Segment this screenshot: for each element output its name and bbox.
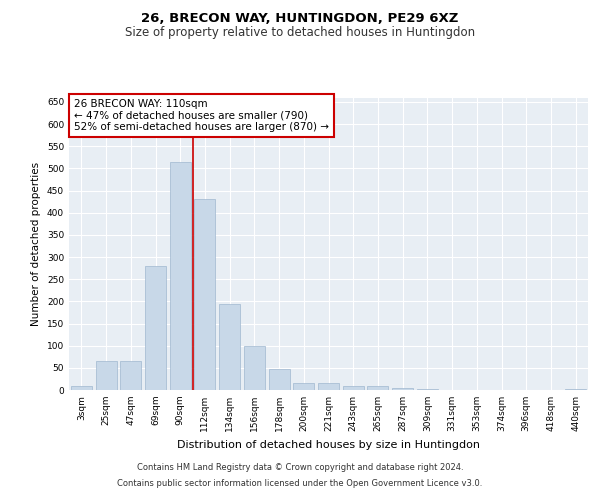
Bar — [343, 386, 364, 390]
Text: 26, BRECON WAY, HUNTINGDON, PE29 6XZ: 26, BRECON WAY, HUNTINGDON, PE29 6XZ — [142, 12, 458, 26]
Bar — [194, 200, 215, 390]
Bar — [417, 389, 438, 390]
Y-axis label: Number of detached properties: Number of detached properties — [31, 162, 41, 326]
Bar — [392, 388, 413, 390]
Bar — [318, 384, 339, 390]
Bar — [170, 162, 191, 390]
Text: Contains HM Land Registry data © Crown copyright and database right 2024.: Contains HM Land Registry data © Crown c… — [137, 464, 463, 472]
Bar — [565, 389, 586, 390]
Bar — [95, 361, 116, 390]
Bar — [219, 304, 240, 390]
Bar — [120, 361, 141, 390]
Bar — [244, 346, 265, 390]
X-axis label: Distribution of detached houses by size in Huntingdon: Distribution of detached houses by size … — [177, 440, 480, 450]
Bar — [71, 386, 92, 390]
Bar — [367, 386, 388, 390]
Text: Contains public sector information licensed under the Open Government Licence v3: Contains public sector information licen… — [118, 478, 482, 488]
Bar — [293, 384, 314, 390]
Text: Size of property relative to detached houses in Huntingdon: Size of property relative to detached ho… — [125, 26, 475, 39]
Bar — [269, 369, 290, 390]
Text: 26 BRECON WAY: 110sqm
← 47% of detached houses are smaller (790)
52% of semi-det: 26 BRECON WAY: 110sqm ← 47% of detached … — [74, 99, 329, 132]
Bar — [145, 266, 166, 390]
